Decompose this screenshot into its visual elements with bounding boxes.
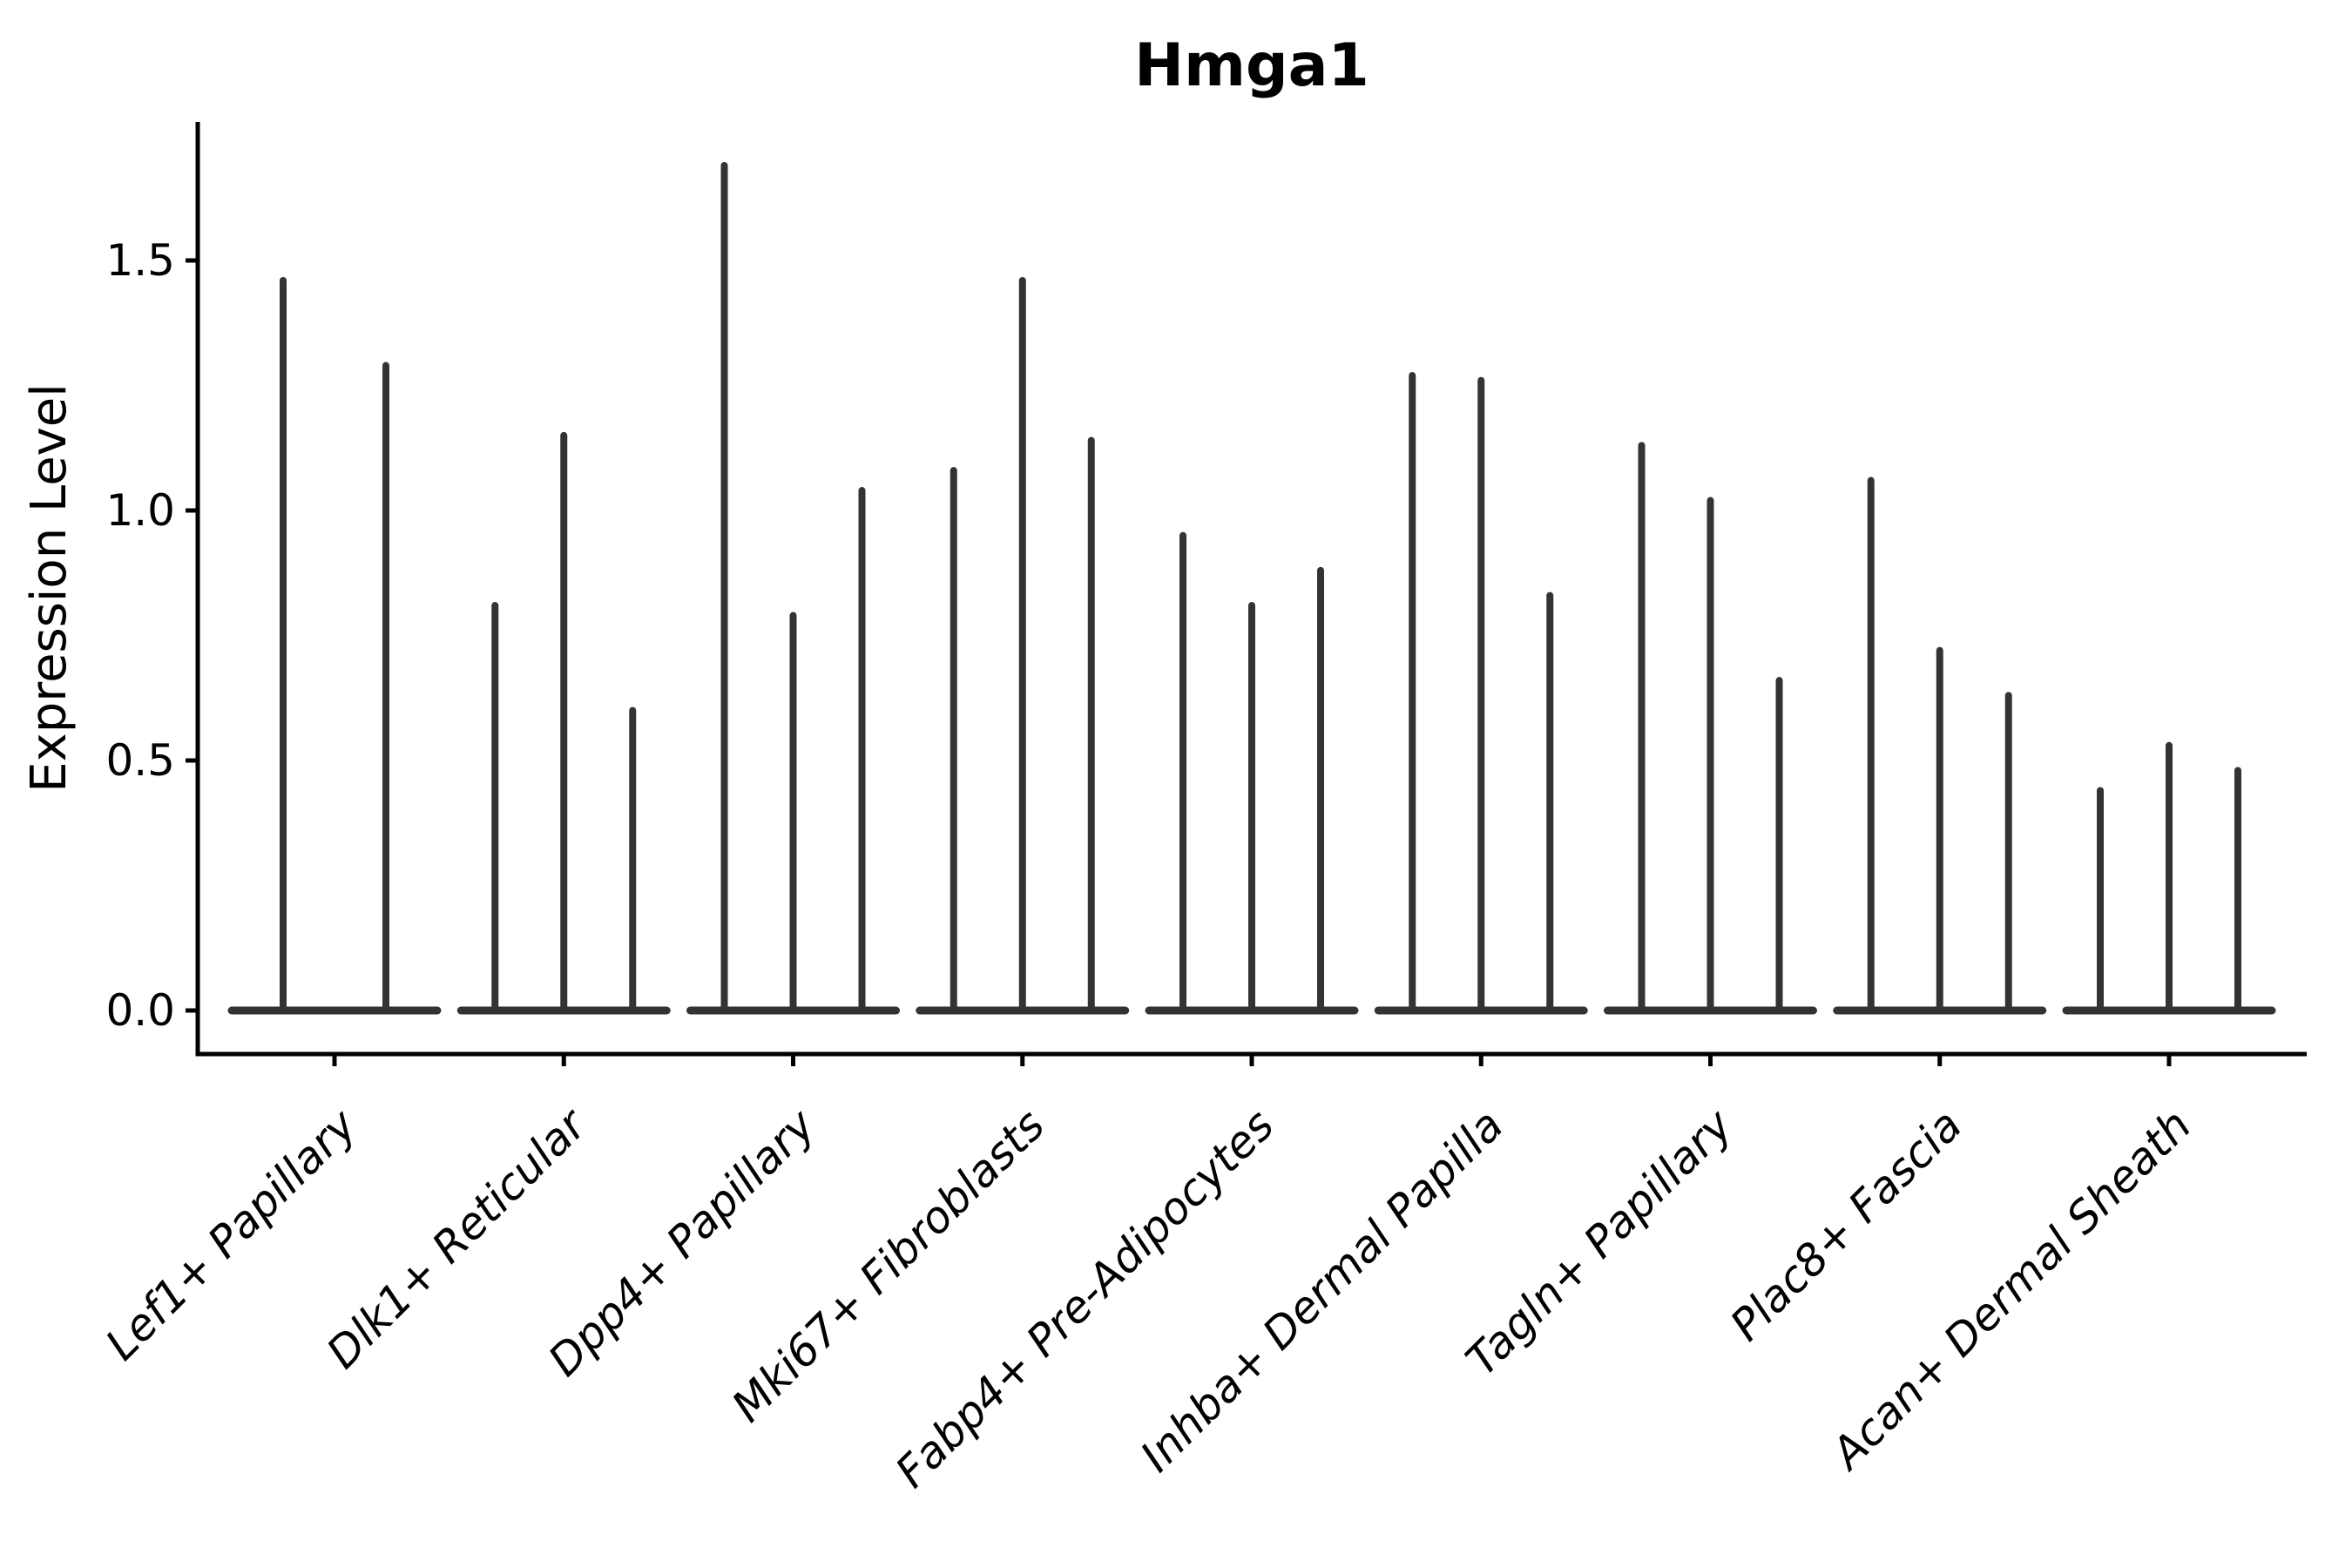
y-axis-label: Expression Level xyxy=(21,383,78,793)
y-tick-label: 0.0 xyxy=(105,985,175,1036)
chart-title: Hmga1 xyxy=(1134,31,1369,100)
x-tick-label: Acan+ Dermal Sheath xyxy=(1821,1099,2201,1480)
x-tick-label: Inhba+ Dermal Papilla xyxy=(1131,1099,1512,1481)
y-tick-label: 1.5 xyxy=(105,235,175,286)
y-tick-label: 1.0 xyxy=(105,485,175,536)
x-tick-label: Fabp4+ Pre-Adipocytes xyxy=(886,1099,1284,1497)
y-tick-label: 0.5 xyxy=(105,735,175,786)
x-tick-label: Plac8+ Fascia xyxy=(1720,1099,1971,1350)
x-tick-label: Lef1+ Papillary xyxy=(96,1098,367,1369)
